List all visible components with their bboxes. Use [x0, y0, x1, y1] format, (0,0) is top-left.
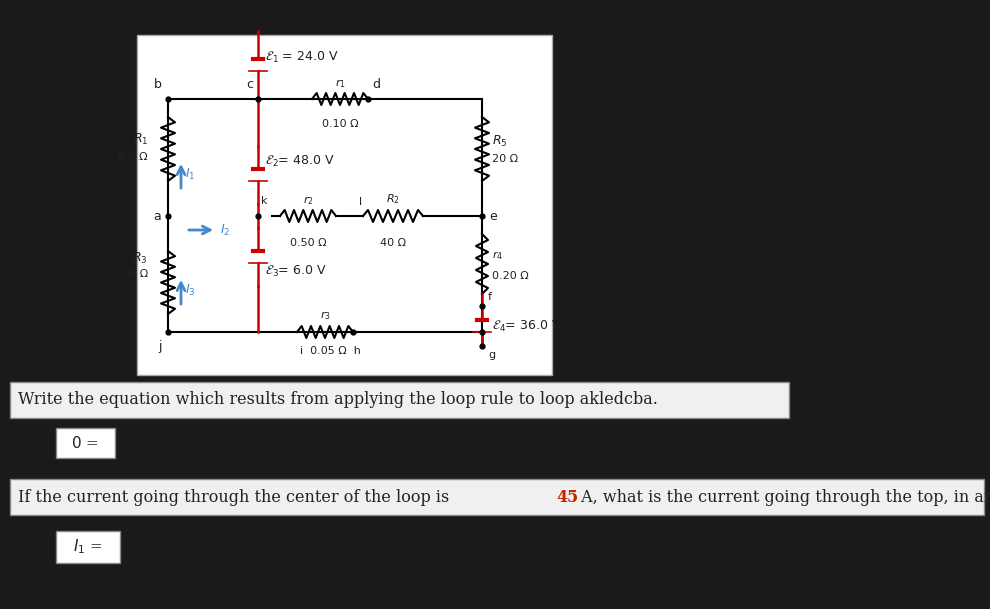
- Text: e: e: [489, 209, 497, 222]
- Text: f: f: [488, 292, 492, 302]
- Text: If the current going through the center of the loop is: If the current going through the center …: [18, 488, 454, 505]
- Text: 0.50 Ω: 0.50 Ω: [290, 238, 327, 248]
- Text: a: a: [153, 209, 161, 222]
- Text: g: g: [488, 350, 495, 360]
- Text: $r_4$: $r_4$: [492, 250, 503, 262]
- Text: l: l: [359, 197, 362, 207]
- Text: $\mathcal{E}_1$ = 24.0 V: $\mathcal{E}_1$ = 24.0 V: [265, 49, 339, 65]
- FancyBboxPatch shape: [56, 531, 120, 563]
- Text: $I_1$ =: $I_1$ =: [73, 538, 103, 557]
- Text: $R_5$: $R_5$: [492, 134, 508, 149]
- Text: $r_2$: $r_2$: [303, 194, 314, 207]
- Text: $R_1$: $R_1$: [133, 132, 148, 147]
- Text: d: d: [372, 78, 380, 91]
- Text: $R_2$: $R_2$: [386, 192, 400, 206]
- Text: 5.0 Ω: 5.0 Ω: [119, 152, 148, 163]
- Text: 20 Ω: 20 Ω: [492, 155, 518, 164]
- Text: 0.20 Ω: 0.20 Ω: [492, 271, 529, 281]
- Text: $r_3$: $r_3$: [320, 309, 331, 322]
- Bar: [137, 35, 552, 375]
- FancyBboxPatch shape: [56, 428, 115, 458]
- Text: $I_2$: $I_2$: [220, 222, 231, 238]
- Text: $R_3$: $R_3$: [133, 250, 148, 266]
- Text: c: c: [246, 78, 253, 91]
- Text: k: k: [261, 196, 267, 206]
- Text: $0$ =: $0$ =: [71, 435, 99, 451]
- Text: i  0.05 Ω  h: i 0.05 Ω h: [300, 346, 360, 356]
- Text: b: b: [154, 78, 162, 91]
- Text: 0.10 Ω: 0.10 Ω: [322, 119, 358, 129]
- Text: Write the equation which results from applying the loop rule to loop akledcba.: Write the equation which results from ap…: [18, 392, 658, 409]
- Text: $\mathcal{E}_4$= 36.0 V: $\mathcal{E}_4$= 36.0 V: [492, 319, 561, 334]
- Text: 40 Ω: 40 Ω: [380, 238, 406, 248]
- Text: 45: 45: [556, 488, 578, 505]
- Text: 78 Ω: 78 Ω: [122, 269, 148, 279]
- Text: $r_1$: $r_1$: [335, 77, 346, 90]
- Text: $\mathcal{E}_2$= 48.0 V: $\mathcal{E}_2$= 48.0 V: [265, 153, 335, 169]
- Text: $I_1$: $I_1$: [185, 166, 195, 181]
- Text: j: j: [158, 340, 162, 353]
- Text: $\mathcal{E}_3$= 6.0 V: $\mathcal{E}_3$= 6.0 V: [265, 264, 327, 278]
- FancyBboxPatch shape: [10, 382, 789, 418]
- FancyBboxPatch shape: [10, 479, 984, 515]
- Text: A, what is the current going through the top, in amps?: A, what is the current going through the…: [576, 488, 990, 505]
- Text: $I_3$: $I_3$: [185, 283, 196, 298]
